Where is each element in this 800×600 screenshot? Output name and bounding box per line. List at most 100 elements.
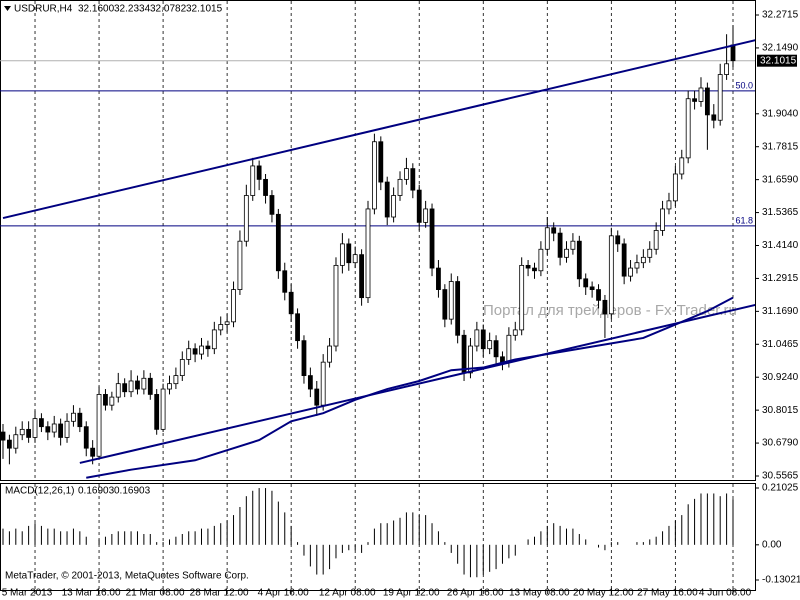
candle-body bbox=[231, 289, 236, 323]
candle-body bbox=[628, 267, 633, 277]
candle-body bbox=[128, 380, 134, 393]
price-box-label: 32.1015 bbox=[760, 55, 797, 66]
candle-body bbox=[288, 291, 294, 315]
candle-body bbox=[717, 74, 723, 121]
candle-body bbox=[96, 394, 102, 457]
candle-body bbox=[211, 329, 217, 350]
candle-body bbox=[583, 278, 589, 288]
candle-body bbox=[256, 165, 262, 180]
y-tick-label: 31.2915 bbox=[762, 273, 799, 284]
candle-body bbox=[250, 165, 256, 196]
candle-body bbox=[186, 348, 192, 360]
candle-body bbox=[115, 383, 121, 398]
candle-body bbox=[122, 383, 128, 393]
candle-body bbox=[147, 377, 153, 395]
candle-body bbox=[480, 329, 486, 350]
main-panel bbox=[0, 0, 756, 481]
candle-body bbox=[19, 428, 25, 436]
candle-body bbox=[538, 248, 544, 272]
candle-body bbox=[672, 173, 678, 202]
candle-body bbox=[544, 227, 550, 250]
candle-body bbox=[621, 243, 627, 277]
candle-body bbox=[173, 375, 179, 385]
candle-body bbox=[615, 235, 621, 245]
x-tick-label: 20 May 12:00 bbox=[573, 588, 634, 599]
macd-panel bbox=[0, 483, 756, 591]
candle-body bbox=[564, 248, 569, 258]
candle-body bbox=[218, 324, 224, 331]
candle-body bbox=[365, 208, 371, 299]
footer: MetaTrader, © 2001-2013, MetaQuotes Soft… bbox=[5, 571, 249, 582]
candle-body bbox=[557, 232, 563, 258]
header-open: 32.1600 bbox=[78, 4, 115, 15]
y-tick-label: 32.1490 bbox=[762, 43, 799, 54]
candle-body bbox=[205, 345, 211, 350]
candle-body bbox=[493, 340, 499, 358]
y-tick-label: 31.6590 bbox=[762, 174, 799, 185]
candle-body bbox=[416, 189, 422, 223]
candle-body bbox=[442, 289, 448, 320]
candle-body bbox=[135, 380, 140, 390]
candle-body bbox=[506, 334, 512, 363]
candle-body bbox=[243, 195, 249, 242]
macd-signal-value: 0.16903 bbox=[114, 486, 151, 497]
candle-body bbox=[167, 383, 172, 390]
candle-body bbox=[551, 227, 557, 234]
candle-body bbox=[461, 334, 467, 374]
x-tick-label: 21 Mar 08:00 bbox=[126, 588, 185, 599]
candle-body bbox=[192, 348, 198, 355]
candle-body bbox=[333, 264, 339, 347]
header-close: 32.1015 bbox=[186, 4, 223, 15]
candle-body bbox=[608, 235, 614, 315]
x-tick-label: 19 Apr 12:00 bbox=[383, 588, 440, 599]
x-tick-label: 5 Mar 2013 bbox=[2, 588, 53, 599]
y-tick-label: 30.9240 bbox=[762, 372, 799, 383]
candle-body bbox=[634, 262, 640, 269]
candle-body bbox=[570, 240, 576, 250]
candle-body bbox=[410, 168, 416, 191]
y-tick-label: -0.13021 bbox=[762, 575, 800, 586]
y-tick-label: 31.5365 bbox=[762, 207, 799, 218]
candle-body bbox=[39, 418, 44, 428]
fib-label: 50.0 bbox=[735, 80, 753, 90]
candle-body bbox=[64, 420, 70, 438]
candle-body bbox=[448, 281, 454, 320]
candle-body bbox=[7, 439, 12, 449]
header-low: 32.0782 bbox=[150, 4, 187, 15]
candle-body bbox=[679, 157, 685, 175]
candle-body bbox=[77, 412, 83, 428]
y-tick-label: 31.0465 bbox=[762, 339, 799, 350]
candle-body bbox=[269, 195, 275, 215]
candle-body bbox=[346, 243, 352, 264]
fib-label: 61.8 bbox=[735, 215, 753, 225]
x-tick-label: 13 Mar 16:00 bbox=[62, 588, 121, 599]
candle-body bbox=[13, 434, 19, 449]
candle-body bbox=[596, 289, 601, 301]
candle-body bbox=[154, 394, 160, 430]
candle-body bbox=[58, 423, 64, 438]
candle-body bbox=[109, 396, 115, 406]
candle-body bbox=[455, 281, 461, 336]
x-tick-label: 26 Apr 16:00 bbox=[447, 588, 504, 599]
candle-body bbox=[519, 264, 525, 331]
candle-body bbox=[647, 248, 653, 258]
x-tick-label: 13 May 08:00 bbox=[509, 588, 570, 599]
candle-body bbox=[576, 240, 582, 280]
candle-body bbox=[429, 208, 435, 269]
candle-body bbox=[378, 141, 384, 183]
candle-body bbox=[384, 181, 390, 218]
candle-body bbox=[512, 329, 518, 336]
x-tick-label: 12 Apr 08:00 bbox=[319, 588, 376, 599]
y-tick-label: 31.7815 bbox=[762, 141, 799, 152]
candle-body bbox=[589, 286, 595, 290]
candle-body bbox=[90, 447, 96, 457]
symbol-icon bbox=[4, 6, 11, 11]
candle-body bbox=[307, 375, 313, 390]
x-tick-label: 4 Jun 08:00 bbox=[699, 588, 752, 599]
candle-body bbox=[263, 178, 268, 196]
candle-body bbox=[685, 98, 691, 159]
candle-body bbox=[320, 361, 326, 406]
candle-body bbox=[199, 345, 204, 355]
candle-body bbox=[640, 256, 646, 264]
